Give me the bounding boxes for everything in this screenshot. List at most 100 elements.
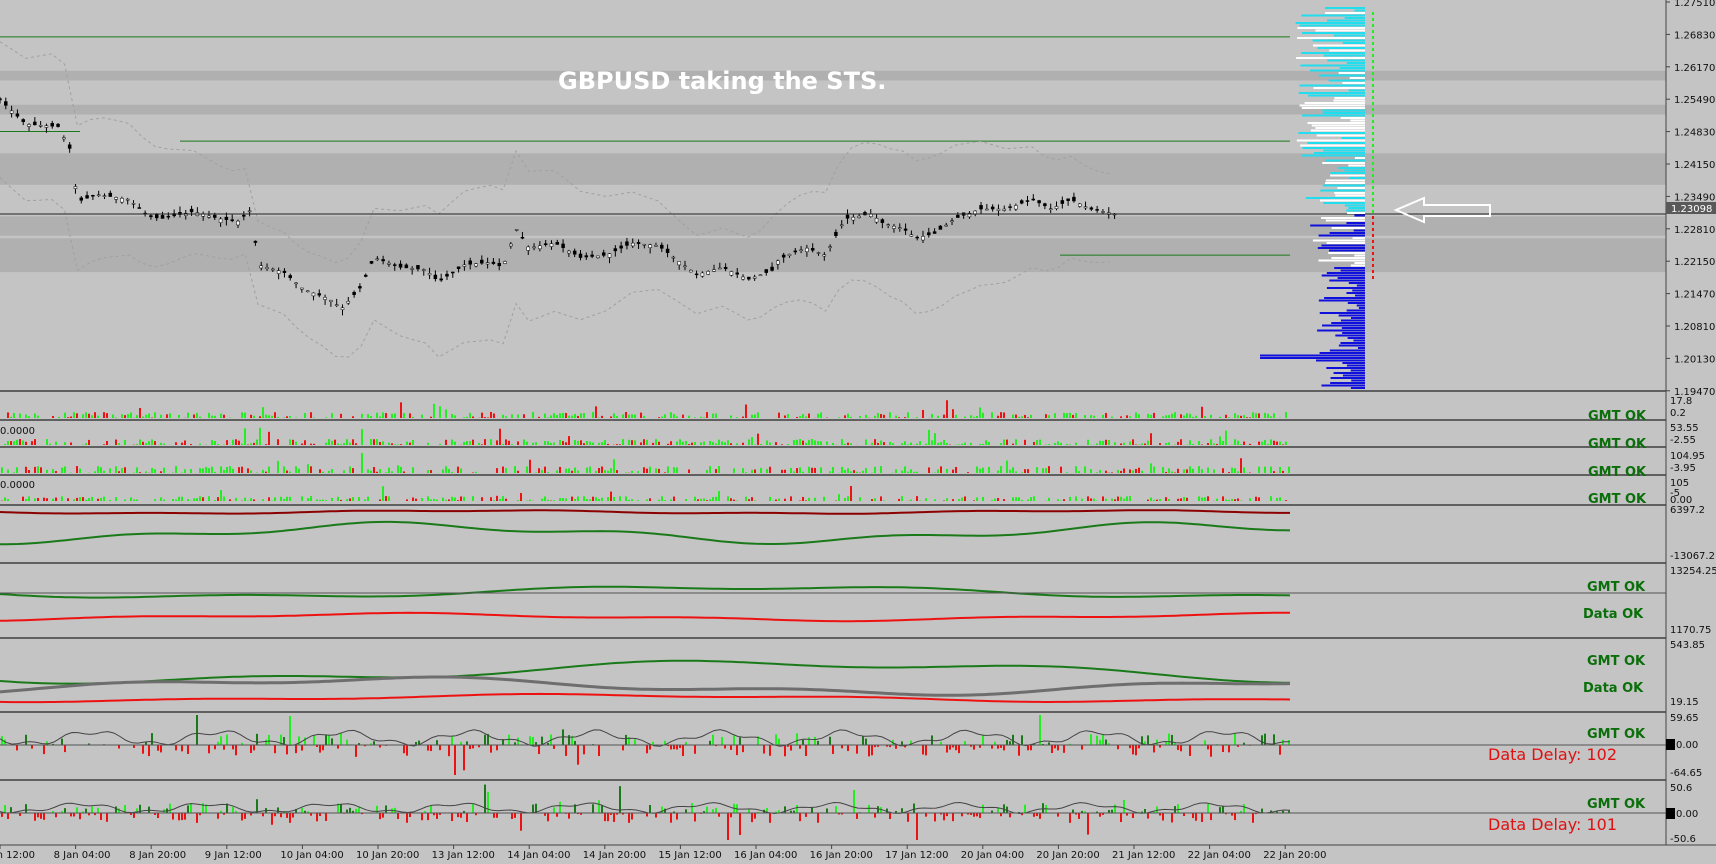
candle-body [967,212,972,218]
candle-body [4,101,8,106]
candle-body [497,263,501,267]
candle-body [456,266,461,269]
candle-body [648,244,652,248]
panel-separators[interactable] [0,390,1666,814]
candle-body [665,248,670,253]
delta-marker [1372,72,1374,75]
sd-zone [0,216,1666,236]
candle-body [213,214,217,218]
panel4-left-label: 0.0000 [0,480,35,491]
time-tick-label: 8 Jan 04:00 [54,850,111,861]
candle-body [787,253,792,256]
indicator-panels [0,400,1291,840]
panel1-status: GMT OK [1588,409,1647,424]
candle-body [654,245,658,247]
delta-marker [1372,84,1374,87]
arrow-left-icon [1393,196,1491,224]
candle-body [1014,205,1018,210]
candle-body [91,195,95,197]
candle-body [485,262,490,265]
candle-body [758,274,763,277]
delta-marker [1372,156,1374,159]
candle-body [236,220,240,226]
candle-body [921,236,925,241]
candle-body [567,250,571,254]
candle-body [27,124,31,127]
candle-body [439,278,443,281]
candle-body [607,253,612,258]
delta-marker [1372,132,1374,135]
panel8-status-gmt: GMT OK [1587,727,1646,742]
time-tick-label: 15 Jan 12:00 [658,850,721,861]
candle-body [752,276,757,279]
panel6-status-gmt: GMT OK [1587,580,1646,595]
time-tick-label: 17 Jan 12:00 [885,850,948,861]
delta-marker [1372,120,1374,123]
panel2-left-label: 0.0000 [0,426,35,437]
candle-body [572,250,577,255]
candle-body [735,272,739,275]
panel4-y-min: 0.00 [1670,495,1692,506]
candle-body [178,212,182,215]
panel7-gray-line [0,675,1291,697]
candle-body [532,246,536,249]
panel7-status-gmt: GMT OK [1587,654,1646,669]
panel1-y-max: 17.8 [1670,396,1692,407]
panel5-red-line [0,509,1290,515]
candle-body [334,304,339,306]
candle-body [1077,203,1082,207]
delta-marker [1372,180,1374,183]
candle-body [189,208,194,213]
candle-body [375,258,380,261]
delta-marker [1372,48,1374,51]
candle-body [1054,206,1059,209]
price-tick-label: 1.20810 [1674,322,1715,333]
candle-body [474,263,478,267]
candle-body [422,269,426,271]
candle-body [514,229,519,231]
candle-body [1089,207,1094,210]
candle-body [630,242,635,247]
panel9-y-zero: 0.00 [1676,809,1698,820]
price-panel[interactable] [0,36,1666,358]
candle-body [491,261,496,264]
time-tick-label: 8 Jan 20:00 [129,850,186,861]
candle-body [764,269,769,273]
panel5-y-min: -13067.2 [1670,551,1715,562]
candle-body [747,276,751,280]
lower-envelope-line [0,177,1110,358]
candle-body [120,198,124,203]
candle-body [689,269,693,273]
candle-body [845,214,850,219]
panel7-green-line [0,659,1291,685]
delta-marker [1372,222,1374,225]
delta-marker [1372,246,1374,249]
candle-body [851,216,856,221]
panel7-y-min: 19.15 [1670,697,1699,708]
price-tick-label: 1.24830 [1674,128,1715,139]
delta-marker [1372,186,1374,189]
time-tick-label: 10 Jan 20:00 [356,850,419,861]
delta-marker [1372,126,1374,129]
candle-body [810,248,815,251]
delta-marker [1372,138,1374,141]
panel8-y-zero: 0.00 [1676,740,1698,751]
candle-body [311,292,316,297]
candle-body [1083,206,1088,209]
candle-body [15,113,20,117]
time-tick-label: 21 Jan 12:00 [1112,850,1175,861]
time-tick-label: 13 Jan 12:00 [432,850,495,861]
candle-body [729,271,734,276]
panel8-data-delay: Data Delay: 102 [1488,745,1617,764]
price-tick-label: 1.20130 [1674,354,1715,365]
panel8-y-min: -64.65 [1670,768,1702,779]
candle-body [1019,200,1024,204]
candle-body [927,232,931,236]
delta-marker [1372,264,1374,267]
candle-body [462,264,467,267]
candle-body [230,219,234,221]
candle-body [776,260,780,265]
candle-body [480,259,484,264]
price-tick-label: 1.26830 [1674,30,1715,41]
